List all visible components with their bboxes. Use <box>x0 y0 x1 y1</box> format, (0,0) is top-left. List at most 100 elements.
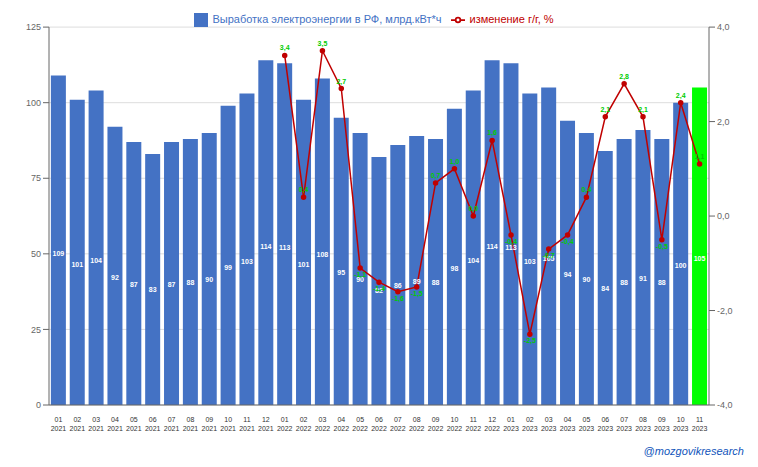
svg-text:112021: 112021 <box>239 416 255 432</box>
svg-text:2,8: 2,8 <box>619 73 629 81</box>
svg-text:86: 86 <box>394 282 402 289</box>
svg-text:0,0: 0,0 <box>717 211 730 221</box>
svg-text:94: 94 <box>564 271 572 278</box>
svg-text:3,4: 3,4 <box>280 44 290 52</box>
svg-text:114: 114 <box>260 243 271 250</box>
svg-text:1,0: 1,0 <box>450 158 460 166</box>
svg-text:103: 103 <box>241 258 253 265</box>
svg-text:2,0: 2,0 <box>717 117 730 127</box>
svg-text:88: 88 <box>658 279 666 286</box>
svg-text:102022: 102022 <box>447 416 463 432</box>
svg-text:95: 95 <box>337 269 345 276</box>
svg-text:042021: 042021 <box>107 416 123 432</box>
svg-text:062021: 062021 <box>145 416 161 432</box>
svg-text:101: 101 <box>298 261 310 268</box>
svg-text:2,1: 2,1 <box>600 106 610 114</box>
svg-text:89: 89 <box>413 278 421 285</box>
svg-text:88: 88 <box>620 279 628 286</box>
svg-text:87: 87 <box>130 281 138 288</box>
svg-text:102021: 102021 <box>220 416 236 432</box>
svg-text:052022: 052022 <box>352 416 368 432</box>
svg-text:082022: 082022 <box>409 416 425 432</box>
svg-text:90: 90 <box>205 276 213 283</box>
svg-text:87: 87 <box>168 281 176 288</box>
svg-text:082023: 082023 <box>635 416 651 432</box>
svg-text:062023: 062023 <box>597 416 613 432</box>
svg-text:-2,5: -2,5 <box>524 337 536 345</box>
svg-text:2,4: 2,4 <box>676 92 686 100</box>
svg-text:032023: 032023 <box>541 416 557 432</box>
svg-text:072021: 072021 <box>164 416 180 432</box>
svg-text:072023: 072023 <box>616 416 632 432</box>
svg-text:113: 113 <box>279 244 290 251</box>
svg-text:-1,4: -1,4 <box>373 285 385 293</box>
svg-text:103: 103 <box>524 258 536 265</box>
svg-text:83: 83 <box>149 286 157 293</box>
svg-text:082021: 082021 <box>183 416 199 432</box>
svg-text:108: 108 <box>317 251 329 258</box>
svg-text:113: 113 <box>505 244 516 251</box>
svg-text:-0,7: -0,7 <box>543 252 555 260</box>
svg-text:92: 92 <box>111 274 119 281</box>
svg-text:3,5: 3,5 <box>318 40 328 48</box>
svg-text:99: 99 <box>224 264 232 271</box>
svg-text:-1,6: -1,6 <box>392 295 404 303</box>
svg-text:101: 101 <box>71 261 83 268</box>
svg-text:105: 105 <box>694 255 706 262</box>
svg-text:-0,4: -0,4 <box>562 238 574 246</box>
svg-text:50: 50 <box>31 249 41 259</box>
svg-text:1,6: 1,6 <box>487 129 497 137</box>
svg-text:052021: 052021 <box>126 416 142 432</box>
svg-text:25: 25 <box>31 325 41 335</box>
svg-text:122022: 122022 <box>484 416 500 432</box>
svg-text:0,4: 0,4 <box>299 186 309 194</box>
svg-text:012023: 012023 <box>503 416 519 432</box>
svg-text:102023: 102023 <box>673 416 689 432</box>
svg-text:4,0: 4,0 <box>717 22 730 32</box>
svg-text:125: 125 <box>26 22 41 32</box>
svg-text:062022: 062022 <box>371 416 387 432</box>
svg-text:042022: 042022 <box>333 416 349 432</box>
svg-text:092022: 092022 <box>428 416 444 432</box>
svg-text:0: 0 <box>36 400 41 410</box>
svg-text:90: 90 <box>582 276 590 283</box>
svg-text:-0,4: -0,4 <box>505 238 517 246</box>
svg-text:022021: 022021 <box>69 416 85 432</box>
svg-text:88: 88 <box>432 279 440 286</box>
svg-text:109: 109 <box>53 250 65 257</box>
svg-text:114: 114 <box>486 243 497 250</box>
svg-text:0,4: 0,4 <box>582 186 592 194</box>
svg-text:88: 88 <box>186 279 194 286</box>
svg-text:100: 100 <box>26 98 41 108</box>
svg-text:092021: 092021 <box>201 416 217 432</box>
svg-text:2,1: 2,1 <box>638 106 648 114</box>
svg-text:012022: 012022 <box>277 416 293 432</box>
svg-text:032021: 032021 <box>88 416 104 432</box>
svg-text:092023: 092023 <box>654 416 670 432</box>
svg-text:-4,0: -4,0 <box>717 400 733 410</box>
svg-text:112022: 112022 <box>465 416 481 432</box>
svg-text:-0,5: -0,5 <box>656 243 668 251</box>
svg-text:-1,1: -1,1 <box>354 271 366 279</box>
svg-text:042023: 042023 <box>560 416 576 432</box>
svg-text:0,7: 0,7 <box>431 172 441 180</box>
svg-text:84: 84 <box>601 285 609 292</box>
svg-text:032022: 032022 <box>315 416 331 432</box>
svg-text:012021: 012021 <box>51 416 67 432</box>
svg-text:100: 100 <box>675 262 687 269</box>
svg-text:022022: 022022 <box>296 416 312 432</box>
svg-text:022023: 022023 <box>522 416 538 432</box>
svg-text:0,0: 0,0 <box>468 205 478 213</box>
svg-text:104: 104 <box>90 257 102 264</box>
svg-text:98: 98 <box>450 265 458 272</box>
svg-text:1,1: 1,1 <box>695 153 705 161</box>
svg-text:-2,0: -2,0 <box>717 306 733 316</box>
svg-text:75: 75 <box>31 173 41 183</box>
svg-text:112023: 112023 <box>692 416 708 432</box>
svg-text:104: 104 <box>467 257 479 264</box>
svg-text:072022: 072022 <box>390 416 406 432</box>
svg-text:-1,5: -1,5 <box>411 290 423 298</box>
svg-text:122021: 122021 <box>258 416 274 432</box>
svg-text:2,7: 2,7 <box>336 78 346 86</box>
svg-text:91: 91 <box>639 275 647 282</box>
